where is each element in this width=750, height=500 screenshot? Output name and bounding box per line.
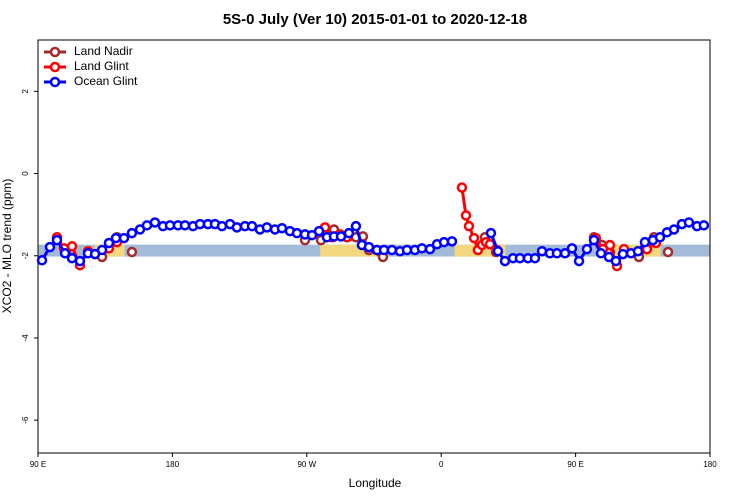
data-point — [683, 217, 695, 228]
data-point — [103, 237, 115, 249]
data-point — [59, 248, 71, 259]
y-tick-label: 0 — [21, 171, 30, 176]
y-tick-label: -6 — [21, 416, 30, 424]
data-point — [566, 243, 578, 254]
data-point — [460, 210, 472, 221]
y-tick-label: -4 — [21, 334, 30, 342]
x-tick-label: 180 — [703, 460, 717, 469]
data-point — [36, 255, 48, 266]
data-point — [179, 220, 191, 231]
legend-marker — [49, 61, 61, 73]
data-point — [514, 252, 526, 264]
plot-frame — [37, 39, 711, 454]
data-point — [499, 255, 511, 267]
data-point — [551, 248, 563, 259]
data-point — [662, 246, 674, 258]
data-point — [492, 245, 504, 257]
data-point — [118, 232, 130, 244]
x-tick-label: 0 — [439, 460, 444, 469]
data-point — [559, 248, 571, 259]
data-point — [51, 234, 63, 246]
y-tick-label: 2 — [21, 89, 30, 94]
y-tick-label: -2 — [21, 252, 30, 260]
x-tick-label: 90 E — [30, 460, 46, 469]
x-tick-label: 90 E — [567, 460, 583, 469]
data-point — [110, 232, 122, 244]
legend-label: Ocean Glint — [74, 74, 138, 88]
data-point — [149, 217, 161, 228]
legend-marker — [49, 46, 61, 58]
legend-marker — [49, 76, 61, 88]
data-point — [416, 243, 428, 254]
data-point — [216, 220, 228, 232]
x-tick-label: 180 — [166, 460, 180, 469]
data-point — [581, 243, 593, 255]
data-point — [588, 234, 600, 246]
data-point — [468, 232, 480, 244]
data-point — [424, 243, 436, 255]
data-point — [639, 236, 651, 248]
data-point — [604, 239, 616, 251]
data-point — [291, 227, 303, 239]
data-point — [456, 182, 468, 193]
data-point — [446, 236, 458, 247]
data-point — [350, 220, 362, 232]
data-point — [595, 248, 607, 259]
data-point — [44, 241, 56, 253]
data-point — [363, 241, 375, 253]
data-point — [261, 222, 273, 233]
data-point — [386, 244, 398, 256]
x-axis-label: Longitude — [349, 476, 402, 490]
y-axis-label: XCO2 - MLO trend (ppm) — [0, 179, 14, 314]
x-tick-label: 90 W — [297, 460, 316, 469]
data-point — [66, 241, 78, 252]
data-point — [617, 248, 629, 260]
legend-label: Land Glint — [74, 59, 129, 73]
data-point — [126, 227, 138, 239]
legend-label: Land Nadir — [74, 44, 133, 58]
data-point — [610, 255, 622, 267]
highlight-range — [320, 244, 380, 257]
data-point — [463, 220, 475, 232]
data-point — [654, 232, 666, 243]
data-point — [529, 252, 541, 264]
data-point — [485, 227, 497, 239]
data-point — [698, 220, 710, 231]
data-point — [96, 244, 108, 256]
data-point — [231, 222, 243, 233]
data-point — [668, 224, 680, 235]
data-point — [343, 227, 355, 239]
data-point — [74, 255, 86, 267]
chart-title: 5S-0 July (Ver 10) 2015-01-01 to 2020-12… — [223, 11, 527, 28]
data-point — [632, 245, 644, 257]
data-point — [313, 225, 325, 237]
data-point — [573, 255, 585, 267]
data-point — [126, 246, 138, 258]
